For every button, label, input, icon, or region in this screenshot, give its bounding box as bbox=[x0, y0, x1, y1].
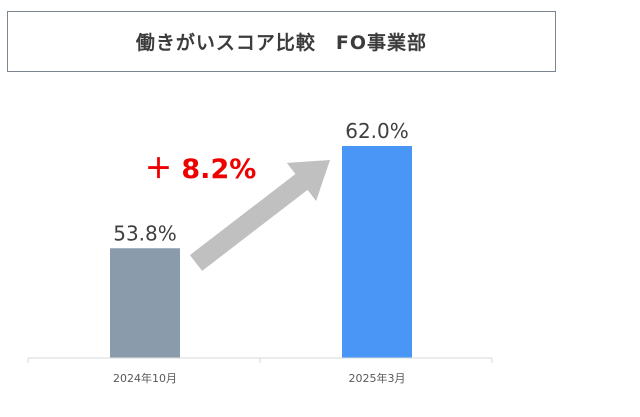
change-annotation: ＋ 8.2% bbox=[145, 154, 256, 185]
chart-title: 働きがいスコア比較 FO事業部 bbox=[135, 32, 428, 54]
x-tick-label-1: 2025年3月 bbox=[349, 371, 406, 385]
increase-arrow bbox=[189, 160, 330, 271]
chart-title-box: 働きがいスコア比較 FO事業部 bbox=[7, 11, 556, 72]
value-label-0: 53.8% bbox=[113, 221, 177, 245]
value-label-1: 62.0% bbox=[345, 119, 409, 143]
bar-1 bbox=[342, 146, 412, 358]
x-tick-label-0: 2024年10月 bbox=[113, 371, 177, 385]
bar-0 bbox=[110, 248, 180, 358]
